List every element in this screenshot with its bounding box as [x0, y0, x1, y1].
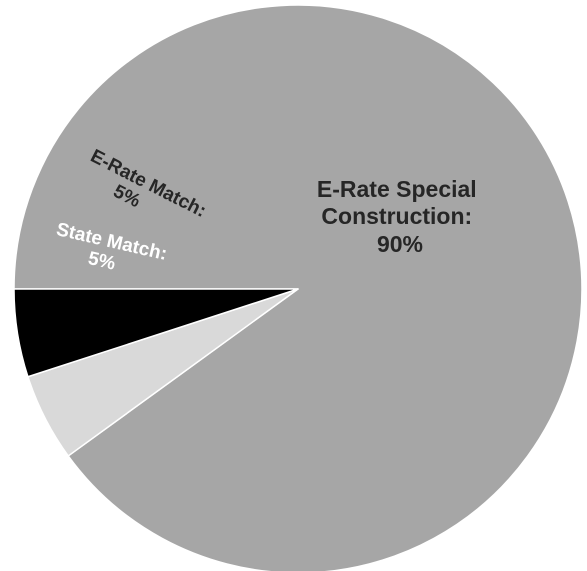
slice-label-special-construction: E-Rate Special Construction: 90% — [317, 176, 483, 257]
slice-special-construction — [13, 4, 583, 571]
slice-state-match — [13, 288, 299, 378]
pie-slices — [13, 4, 583, 571]
